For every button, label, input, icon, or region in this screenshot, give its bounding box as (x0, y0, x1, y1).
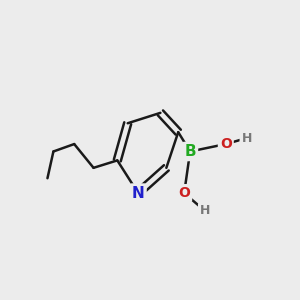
Text: H: H (200, 204, 210, 218)
Text: H: H (242, 132, 252, 145)
Text: O: O (220, 137, 232, 151)
Text: N: N (132, 186, 145, 201)
Text: B: B (184, 144, 196, 159)
Text: O: O (178, 186, 190, 200)
